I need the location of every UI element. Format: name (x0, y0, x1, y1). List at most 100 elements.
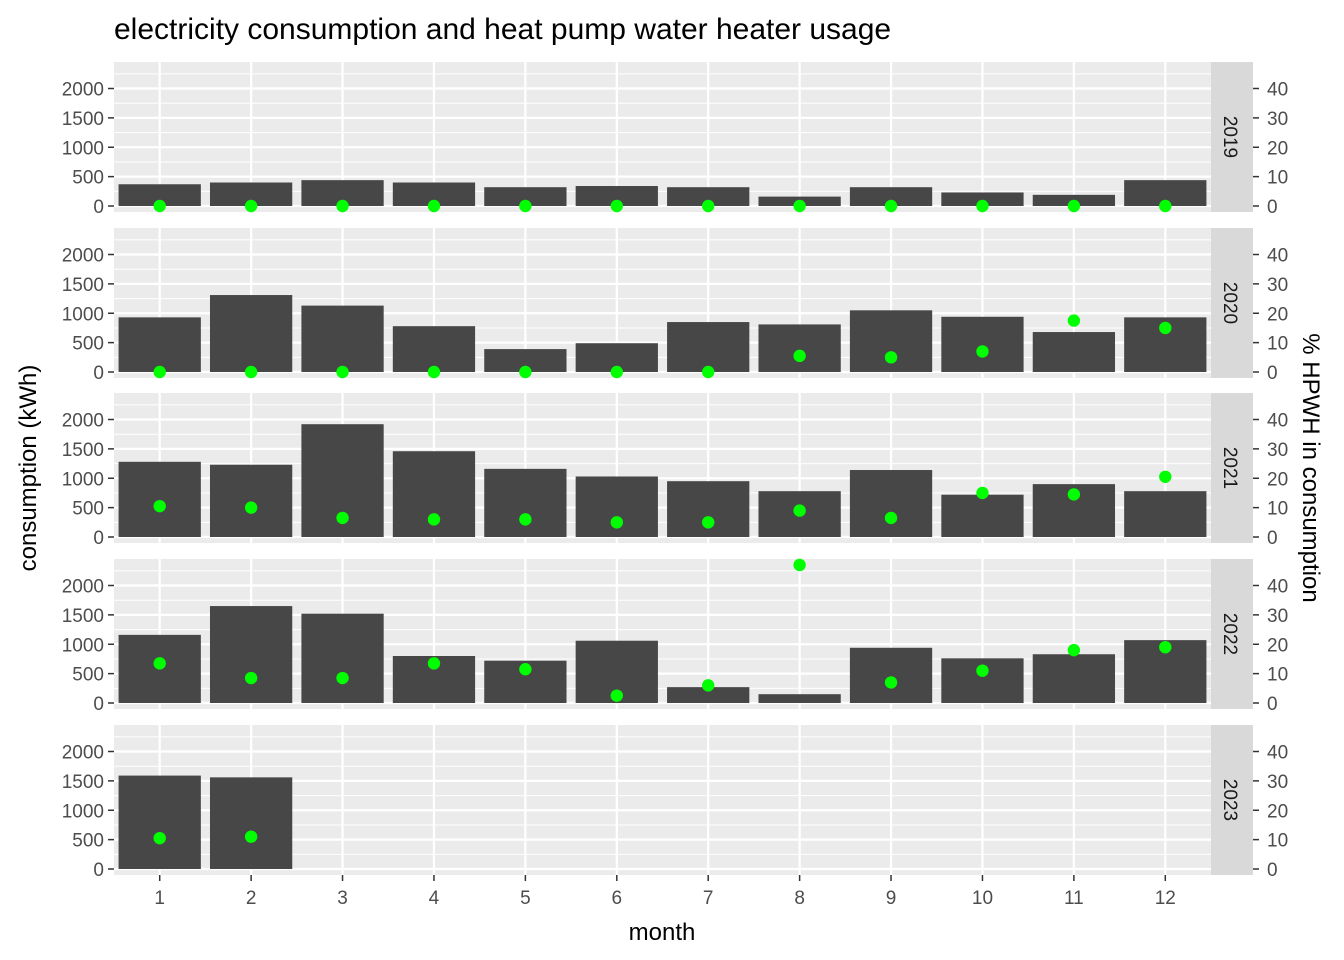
y2-tick-label: 40 (1267, 246, 1288, 267)
facet-strip (1211, 559, 1253, 709)
bar-2020-5 (484, 349, 567, 372)
point-2021-7 (702, 516, 715, 529)
facet-strip (1211, 62, 1253, 212)
x-tick-label: 12 (1155, 888, 1176, 909)
bar-2021-1 (118, 461, 201, 537)
panel-background (114, 228, 1211, 378)
y2-tick-label: 0 (1267, 197, 1278, 218)
bar-2019-4 (392, 182, 476, 206)
y2-tick-label: 10 (1267, 499, 1288, 520)
facet-strip-label: 2022 (1219, 613, 1240, 655)
y-tick-label: 2000 (62, 577, 104, 598)
facet-panels: 0 500 1000 1500 2000 2019 0 10 20 30 40 0 500 1000 150… (62, 62, 1288, 881)
point-2019-7 (702, 199, 715, 213)
y2-tick-label: 0 (1267, 528, 1278, 549)
y2-tick-label: 0 (1267, 860, 1278, 881)
x-tick-label: 11 (1064, 888, 1084, 909)
point-2022-5 (519, 663, 532, 676)
point-2019-11 (1067, 199, 1081, 213)
x-tick-label: 6 (612, 888, 623, 909)
point-2020-1 (153, 365, 166, 379)
bar-2022-2 (209, 606, 293, 703)
point-2021-12 (1159, 470, 1172, 483)
facet-strip-label: 2019 (1219, 116, 1240, 158)
y2-tick-label: 20 (1267, 801, 1288, 822)
point-2020-7 (702, 365, 715, 379)
bar-2020-8 (758, 324, 841, 372)
bar-2020-3 (301, 305, 384, 372)
point-2022-11 (1067, 643, 1081, 657)
bar-2021-2 (209, 464, 293, 537)
bar-2019-2 (209, 182, 293, 206)
y-axis-title: consumption (kWh) (15, 365, 42, 572)
point-2020-3 (336, 365, 349, 379)
bar-2019-5 (484, 187, 567, 206)
point-2021-5 (519, 513, 532, 526)
y-tick-label: 1500 (62, 606, 104, 627)
bar-2023-1 (118, 775, 201, 869)
y-tick-label: 2000 (62, 246, 104, 267)
bar-2022-9 (849, 647, 933, 703)
secondary-y-axis-title: % HPWH in consumption (1297, 333, 1324, 602)
x-axis: 1 2 3 4 5 6 7 8 9 10 11 12 (154, 875, 1176, 909)
y-tick-label: 1500 (62, 440, 104, 461)
facet-panel-2019: 0 500 1000 1500 2000 2019 0 10 20 30 40 (62, 62, 1288, 218)
point-2022-6 (610, 689, 623, 702)
point-2019-4 (427, 199, 441, 213)
y-tick-label: 1000 (62, 138, 104, 159)
bar-2020-1 (118, 317, 201, 372)
y-tick-label: 500 (72, 665, 104, 686)
point-2020-12 (1159, 321, 1172, 335)
point-2020-9 (884, 351, 898, 364)
y-tick-label: 1000 (62, 469, 104, 490)
point-2022-7 (702, 679, 715, 692)
panel-background (114, 559, 1211, 709)
y2-tick-label: 10 (1267, 168, 1288, 189)
y2-tick-label: 20 (1267, 138, 1288, 159)
point-2020-11 (1067, 314, 1081, 327)
y-tick-label: 2000 (62, 411, 104, 432)
y2-tick-label: 30 (1267, 606, 1288, 627)
point-2021-1 (153, 499, 166, 513)
bar-2021-10 (941, 494, 1024, 537)
point-2021-10 (976, 486, 989, 500)
x-tick-label: 10 (972, 888, 993, 909)
point-2021-11 (1067, 488, 1081, 501)
point-2020-2 (244, 365, 258, 379)
point-2022-2 (244, 671, 258, 685)
facet-strip-label: 2021 (1219, 447, 1240, 489)
y2-tick-label: 40 (1267, 577, 1288, 598)
point-2022-10 (976, 664, 989, 677)
bar-2020-2 (209, 295, 293, 372)
point-2022-9 (884, 676, 898, 689)
y-tick-label: 1500 (62, 772, 104, 793)
y2-tick-label: 10 (1267, 665, 1288, 686)
panel-background (114, 393, 1211, 543)
point-2019-9 (884, 199, 898, 213)
bar-2020-7 (667, 322, 750, 372)
point-2022-1 (153, 657, 166, 670)
y2-tick-label: 30 (1267, 275, 1288, 296)
point-2019-1 (153, 199, 166, 213)
bar-2020-10 (941, 316, 1024, 372)
point-2020-10 (976, 345, 989, 358)
point-2021-3 (336, 511, 349, 525)
facet-strip-label: 2023 (1219, 779, 1240, 821)
facet-panel-2020: 0 500 1000 1500 2000 2020 0 10 20 30 40 (62, 228, 1288, 384)
x-tick-label: 9 (886, 888, 897, 909)
y-tick-label: 500 (72, 168, 104, 189)
facet-panel-2021: 0 500 1000 1500 2000 2021 0 10 20 30 40 (62, 393, 1288, 549)
y2-tick-label: 40 (1267, 80, 1288, 101)
y2-tick-label: 20 (1267, 469, 1288, 490)
y-tick-label: 1000 (62, 635, 104, 656)
x-tick-label: 7 (703, 888, 714, 909)
y-tick-label: 500 (72, 499, 104, 520)
point-2020-5 (519, 365, 532, 379)
chart-title: electricity consumption and heat pump wa… (114, 13, 891, 46)
bar-2022-8 (758, 694, 841, 703)
y2-tick-label: 0 (1267, 694, 1278, 715)
panel-background (114, 62, 1211, 212)
bar-2019-7 (667, 187, 750, 206)
facet-strip (1211, 228, 1253, 378)
